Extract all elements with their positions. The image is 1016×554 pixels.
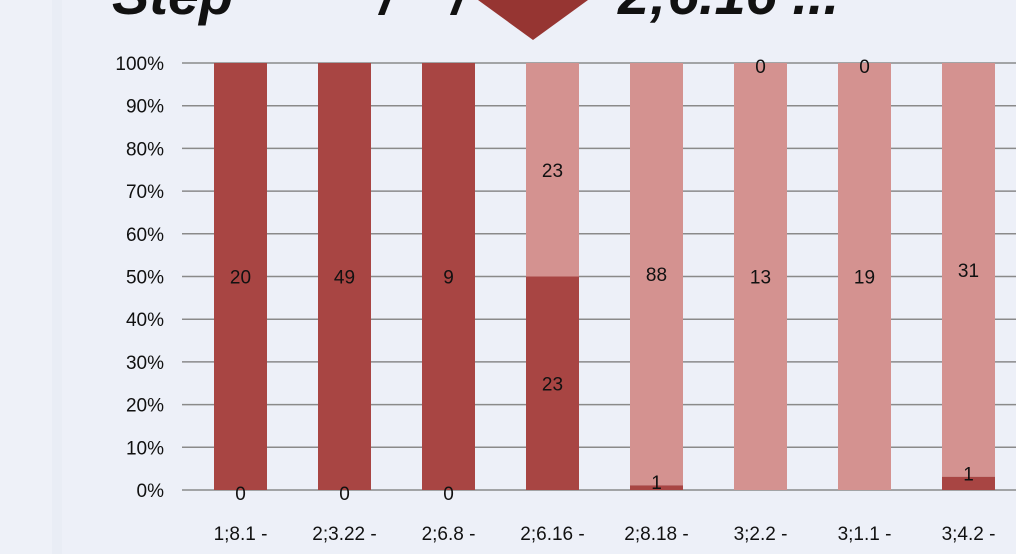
x-tick-label: 2;6.16 - [520,524,584,545]
y-tick-label: 30% [126,353,164,374]
y-tick-label: 0% [137,481,165,502]
data-label: 0 [443,484,454,505]
data-label: 23 [542,161,563,182]
y-tick-label: 70% [126,182,164,203]
data-label: 1 [651,473,662,494]
y-tick-label: 80% [126,139,164,160]
y-tick-label: 20% [126,396,164,417]
title-fragment: Step [112,0,233,26]
data-label: 19 [854,268,875,289]
data-label: 31 [958,261,979,282]
bar-segment [318,63,371,490]
x-tick-label: 2;6.8 - [422,524,476,545]
data-labels: 20 0 49 0 9 0 23 23 1 88 0 13 0 19 1 31 [230,57,979,505]
title-fragment: / [377,0,401,26]
y-axis-ticks: 0% 10% 20% 30% 40% 50% 60% 70% 80% 90% 100% [115,54,164,502]
data-label: 9 [443,268,454,289]
x-axis-ticks: 1;8.1 - 2;3.22 - 2;6.8 - 2;6.16 - 2;8.18 - 3;… [214,524,996,545]
left-panel [0,0,52,554]
data-label: 0 [235,484,246,505]
bar-segment [422,63,475,490]
data-label: 0 [755,57,766,78]
bar-segment [838,63,891,490]
data-label: 0 [339,484,350,505]
data-label: 13 [750,268,771,289]
data-label: 20 [230,268,251,289]
x-tick-label: 1;8.1 - [214,524,268,545]
y-tick-label: 90% [126,97,164,118]
title-fragment: / [449,0,473,26]
x-tick-label: 3;4.2 - [942,524,996,545]
bar-segment [526,276,579,490]
bar-segment [942,63,995,477]
title-fragment: 2;6.16 ... [617,0,839,26]
x-tick-label: 2;8.18 - [624,524,688,545]
data-label: 49 [334,268,355,289]
bar-segment [214,63,267,490]
y-tick-label: 10% [126,438,164,459]
y-tick-label: 50% [126,268,164,289]
x-tick-label: 2;3.22 - [312,524,376,545]
data-label: 23 [542,374,563,395]
arrow-shape [478,0,588,40]
data-label: 0 [859,57,870,78]
down-arrow-icon [478,0,588,40]
y-tick-label: 60% [126,225,164,246]
bar-segment [630,63,683,486]
bar-segment [942,476,995,490]
bar-segment [630,485,683,490]
x-tick-label: 3;1.1 - [838,524,892,545]
bar-segment [734,63,787,490]
slide-title: Step / / 2;6.16 ... [112,0,839,26]
data-label: 88 [646,265,667,286]
y-tick-label: 100% [115,54,164,75]
bar-segment [526,63,579,277]
y-tick-label: 40% [126,310,164,331]
x-tick-label: 3;2.2 - [734,524,788,545]
data-label: 1 [963,465,974,486]
chart-bars [214,63,995,490]
